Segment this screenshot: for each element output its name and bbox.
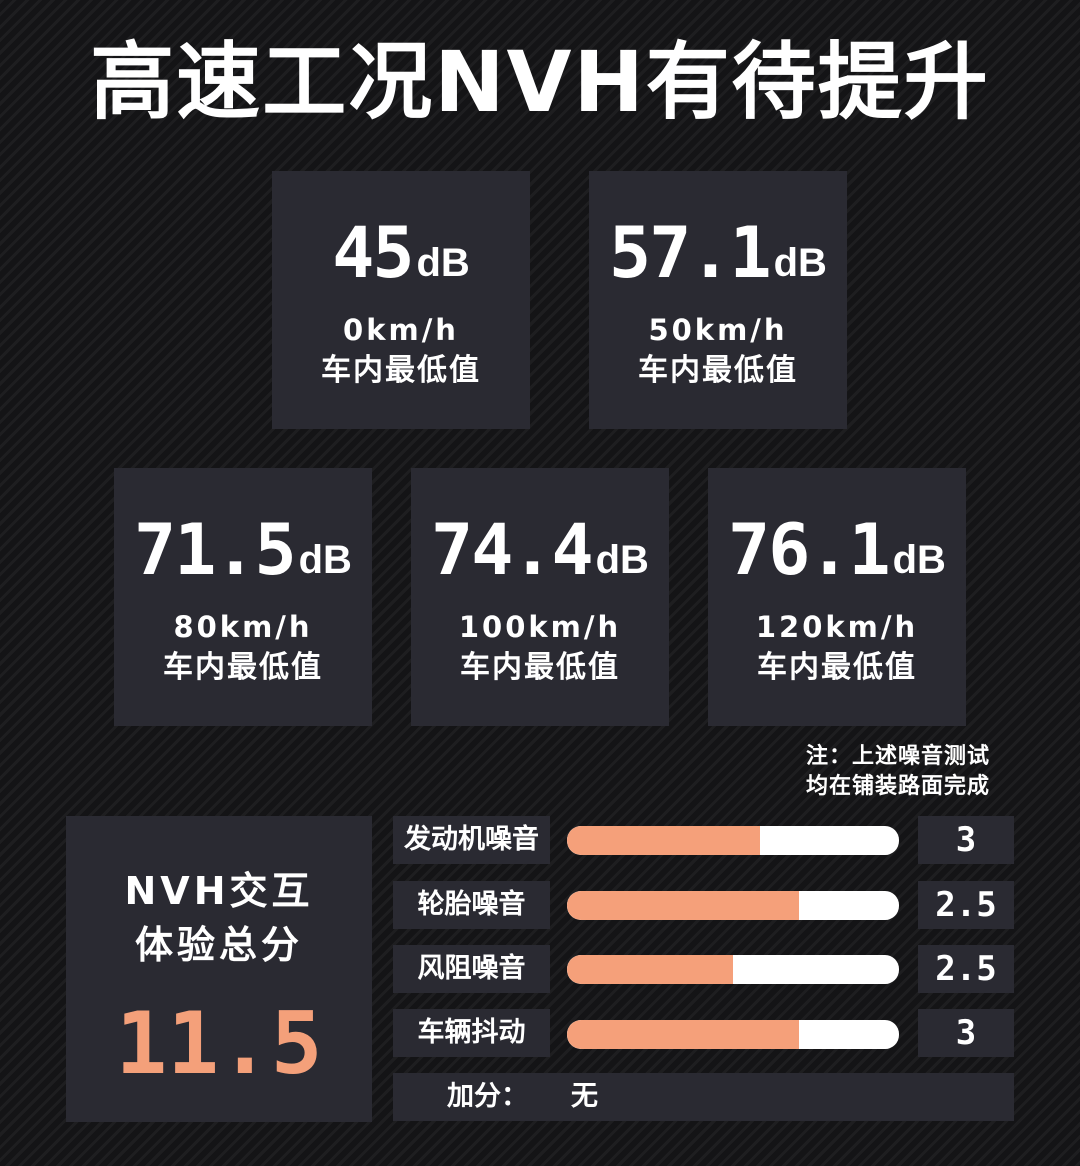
speed-label: 0km/h	[343, 313, 459, 347]
category-score-engine: 3	[918, 816, 1014, 864]
total-score-panel: NVH交互 体验总分 11.5	[66, 816, 372, 1122]
category-score-tire: 2.5	[918, 881, 1014, 929]
speed-label: 50km/h	[648, 313, 788, 347]
bonus-row: 加分： 无	[393, 1073, 1014, 1121]
note-line-1: 注：上述噪音测试	[805, 744, 990, 769]
total-score-title-line-1: NVH交互	[124, 869, 314, 913]
category-label-vibration: 车辆抖动	[393, 1009, 550, 1057]
test-note: 注：上述噪音测试 均在铺装路面完成	[760, 742, 990, 802]
reading-caption: 车内最低值	[163, 650, 323, 685]
reading-value: 76.1 dB	[708, 510, 966, 590]
reading-caption: 车内最低值	[460, 650, 620, 685]
db-value: 71.5	[134, 509, 297, 591]
reading-value: 74.4 dB	[411, 510, 669, 590]
bonus-label: 加分：	[447, 1081, 528, 1112]
category-label-engine: 发动机噪音	[393, 816, 550, 864]
db-value: 76.1	[728, 509, 891, 591]
bonus-value: 无	[571, 1081, 598, 1112]
db-unit: dB	[773, 241, 827, 285]
reading-caption: 车内最低值	[638, 353, 798, 388]
db-value: 57.1	[609, 212, 772, 294]
reading-value: 71.5 dB	[114, 510, 372, 590]
reading-value: 57.1 dB	[589, 213, 847, 293]
speed-label: 100km/h	[458, 610, 622, 644]
total-score-title-line-2: 体验总分	[134, 923, 303, 967]
reading-card-80kmh: 71.5 dB 80km/h 车内最低值	[114, 468, 372, 726]
reading-card-0kmh: 45 dB 0km/h 车内最低值	[272, 171, 530, 429]
category-bar-fill	[567, 1020, 800, 1049]
category-score-wind: 2.5	[918, 945, 1014, 993]
db-value: 74.4	[431, 509, 594, 591]
db-unit: dB	[892, 538, 946, 582]
total-score-value: 11.5	[115, 994, 323, 1094]
reading-value: 45 dB	[272, 213, 530, 293]
reading-card-120kmh: 76.1 dB 120km/h 车内最低值	[708, 468, 966, 726]
page-title: 高速工况NVH有待提升	[90, 33, 990, 131]
reading-card-50kmh: 57.1 dB 50km/h 车内最低值	[589, 171, 847, 429]
category-bar-fill	[567, 826, 760, 855]
db-value: 45	[332, 212, 414, 294]
category-bar-tire	[567, 891, 899, 920]
category-bar-vibration	[567, 1020, 899, 1049]
category-label-tire: 轮胎噪音	[393, 881, 550, 929]
db-unit: dB	[416, 241, 470, 285]
category-bar-wind	[567, 955, 899, 984]
reading-caption: 车内最低值	[321, 353, 481, 388]
reading-card-100kmh: 74.4 dB 100km/h 车内最低值	[411, 468, 669, 726]
total-score-title: NVH交互 体验总分	[66, 864, 372, 972]
speed-label: 80km/h	[173, 610, 313, 644]
category-bar-fill	[567, 891, 800, 920]
speed-label: 120km/h	[755, 610, 919, 644]
note-line-2: 均在铺装路面完成	[805, 774, 990, 799]
category-score-vibration: 3	[918, 1009, 1014, 1057]
category-bar-engine	[567, 826, 899, 855]
reading-caption: 车内最低值	[757, 650, 917, 685]
category-label-wind: 风阻噪音	[393, 945, 550, 993]
db-unit: dB	[298, 538, 352, 582]
category-bar-fill	[567, 955, 733, 984]
db-unit: dB	[595, 538, 649, 582]
